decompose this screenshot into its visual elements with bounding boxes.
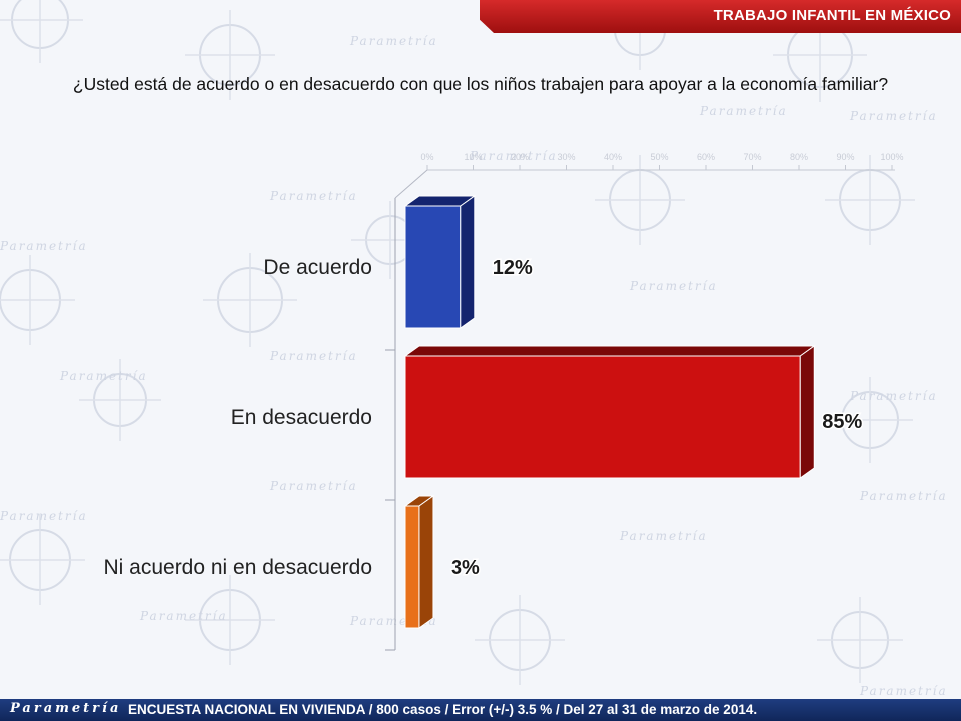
- bar-group: [403, 495, 435, 629]
- x-tick-label: 50%: [650, 152, 668, 162]
- footer-survey-info: ENCUESTA NACIONAL EN VIVIENDA / 800 caso…: [128, 702, 758, 717]
- bar-side-face: [799, 345, 815, 479]
- bar-1: [404, 205, 462, 329]
- category-label: En desacuerdo: [231, 406, 372, 429]
- header-title: TRABAJO INFANTIL EN MÉXICO: [713, 7, 951, 24]
- bar-3: [404, 505, 420, 629]
- watermark-text: Parametría: [849, 109, 938, 123]
- watermark-text: Parametría: [699, 104, 788, 118]
- bar-side-face: [418, 495, 434, 629]
- footer-bar: Parametría ENCUESTA NACIONAL EN VIVIENDA…: [0, 699, 961, 721]
- bar-side-face: [460, 195, 476, 329]
- watermark-text: Parametría: [139, 609, 228, 623]
- x-tick-label: 40%: [604, 152, 622, 162]
- watermark-text: Parametría: [619, 529, 708, 543]
- watermark-text: Parametría: [469, 149, 558, 163]
- value-label: 3%: [451, 557, 480, 579]
- bar-group: [403, 345, 816, 479]
- x-tick-label: 80%: [790, 152, 808, 162]
- watermark-text: Parametría: [269, 479, 358, 493]
- watermark-text: Parametría: [629, 279, 718, 293]
- axis-frame: [394, 169, 428, 199]
- header-bar: TRABAJO INFANTIL EN MÉXICO: [480, 0, 961, 33]
- x-tick-label: 0%: [420, 152, 433, 162]
- watermark-text: Parametría: [0, 509, 88, 523]
- watermark-text: Parametría: [349, 34, 438, 48]
- watermark-text: Parametría: [269, 189, 358, 203]
- category-label: De acuerdo: [263, 256, 372, 279]
- watermark-text: Parametría: [859, 684, 948, 698]
- watermark-text: Parametría: [269, 349, 358, 363]
- bar-2: [404, 355, 801, 479]
- value-label: 85%: [822, 411, 862, 433]
- bar-group: [403, 195, 477, 329]
- watermark-text: Parametría: [849, 389, 938, 403]
- x-tick-label: 20%: [511, 152, 529, 162]
- x-tick-label: 30%: [557, 152, 575, 162]
- watermark-text: Parametría: [0, 239, 88, 253]
- category-label: Ni acuerdo ni en desacuerdo: [103, 556, 372, 579]
- x-tick-label: 90%: [836, 152, 854, 162]
- question-title: ¿Usted está de acuerdo o en desacuerdo c…: [72, 74, 889, 94]
- x-tick-label: 100%: [880, 152, 903, 162]
- x-tick-label: 10%: [464, 152, 482, 162]
- footer-logo: Parametría: [10, 701, 122, 716]
- value-label: 12%: [493, 257, 533, 279]
- x-tick-label: 70%: [743, 152, 761, 162]
- watermark-text: Parametría: [59, 369, 148, 383]
- bar-top-face: [403, 345, 816, 357]
- watermark-text: Parametría: [859, 489, 948, 503]
- x-tick-label: 60%: [697, 152, 715, 162]
